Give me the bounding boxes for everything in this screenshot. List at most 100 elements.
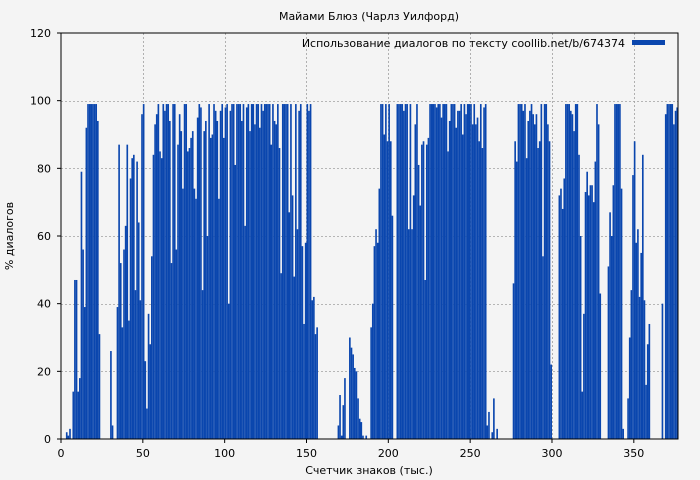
data-bar — [589, 185, 592, 439]
data-bar — [151, 256, 153, 439]
x-tick-label: 350 — [623, 447, 644, 460]
data-bar — [236, 104, 238, 440]
y-tick-label: 40 — [37, 298, 51, 311]
data-bar — [425, 144, 428, 439]
data-bar — [437, 104, 440, 440]
data-bar — [164, 110, 166, 439]
data-bar — [167, 104, 170, 440]
data-bar — [468, 104, 471, 440]
data-bar — [242, 104, 245, 440]
data-bar — [162, 104, 165, 440]
data-bar — [281, 104, 284, 440]
data-bar — [434, 104, 436, 440]
data-bar — [455, 127, 458, 439]
data-bar — [142, 104, 145, 440]
data-bar — [440, 117, 443, 439]
chart-title: Майами Блюз (Чарлз Уилфорд) — [279, 10, 459, 23]
data-bar — [399, 104, 402, 440]
data-bar — [74, 279, 76, 439]
data-bar — [265, 104, 268, 440]
data-bar — [445, 104, 448, 440]
legend-swatch — [632, 40, 665, 45]
data-bar — [98, 334, 101, 439]
data-bar — [664, 114, 667, 439]
data-bar — [401, 104, 404, 440]
data-bar — [193, 188, 196, 439]
data-bar — [214, 110, 217, 439]
data-bar — [252, 104, 255, 440]
data-bar — [638, 296, 641, 439]
data-bar — [244, 225, 246, 439]
data-bar — [466, 104, 469, 440]
data-bar — [357, 398, 359, 439]
data-bar — [475, 124, 477, 439]
data-bar — [133, 154, 135, 440]
data-bar — [478, 141, 480, 439]
data-bar — [576, 104, 579, 440]
data-bar — [571, 114, 574, 439]
data-bar — [448, 120, 451, 439]
data-bar — [80, 171, 83, 439]
data-bar — [386, 141, 389, 439]
data-bar — [295, 104, 297, 440]
data-bar — [414, 124, 417, 439]
data-bar — [75, 279, 78, 439]
data-bar — [170, 263, 173, 439]
data-bar — [666, 104, 669, 440]
data-bar — [396, 104, 399, 440]
data-bar — [671, 104, 674, 440]
data-bar — [196, 117, 199, 439]
data-bar — [149, 344, 152, 439]
data-bar — [218, 198, 220, 439]
data-bar — [227, 303, 230, 439]
data-bar — [257, 104, 260, 440]
data-bar — [65, 432, 68, 439]
data-bar — [187, 151, 189, 440]
data-bar — [370, 327, 372, 439]
data-bar — [620, 188, 623, 439]
data-bar — [316, 327, 318, 439]
data-bar — [314, 334, 317, 439]
x-tick-label: 150 — [296, 447, 317, 460]
data-bar — [283, 104, 286, 440]
data-bar — [205, 120, 207, 439]
data-bar — [110, 351, 112, 439]
data-bar — [439, 104, 441, 440]
x-tick-label: 0 — [58, 447, 65, 460]
data-bar — [597, 124, 600, 439]
data-bar — [92, 104, 94, 440]
y-tick-label: 120 — [30, 27, 51, 40]
data-bar — [157, 104, 160, 440]
legend: Использование диалогов по тексту coollib… — [302, 37, 665, 50]
axis-ticks: 0 50 100 150 200 250 300 350 0 20 40 60 80 100 120 — [30, 27, 644, 460]
data-bar — [609, 212, 611, 439]
data-bar — [226, 104, 228, 440]
data-bar — [131, 158, 134, 439]
data-bar — [169, 120, 171, 439]
data-bar — [129, 178, 132, 440]
y-axis-title: % диалогов — [3, 202, 16, 270]
data-bar — [182, 188, 184, 439]
data-bar — [383, 134, 386, 439]
data-bar — [154, 124, 156, 439]
data-bar — [128, 320, 130, 439]
data-bar — [275, 124, 278, 439]
data-bar — [116, 307, 119, 439]
data-bar — [586, 171, 588, 439]
data-bar — [308, 110, 310, 439]
data-bar — [674, 110, 677, 439]
data-bar — [313, 296, 315, 439]
data-bar — [203, 131, 206, 439]
data-bar — [355, 371, 358, 439]
data-bar — [488, 411, 490, 439]
data-bar — [424, 279, 426, 439]
data-bar — [232, 104, 235, 440]
data-bar — [429, 104, 431, 440]
data-bar — [398, 104, 400, 440]
data-bar — [123, 249, 125, 439]
data-bar — [403, 110, 405, 439]
data-bar — [219, 110, 222, 439]
data-bar — [311, 300, 314, 439]
data-bar — [443, 104, 446, 440]
data-bar — [371, 303, 374, 439]
